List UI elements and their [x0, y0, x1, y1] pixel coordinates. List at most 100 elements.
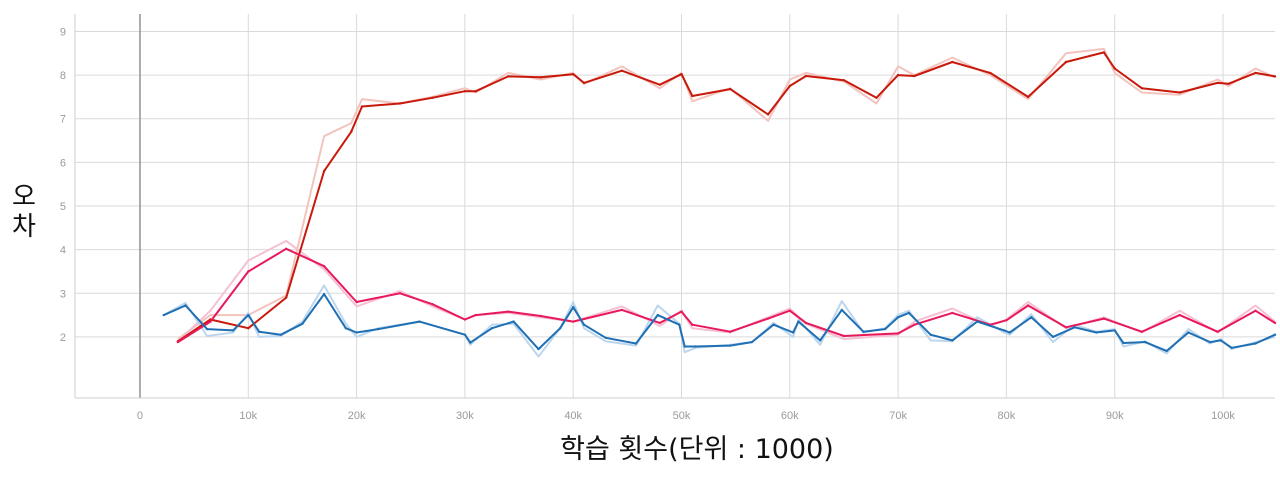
- series-2-point: [683, 345, 686, 348]
- series-0-point: [1273, 75, 1277, 78]
- series-0-point: [1216, 81, 1219, 85]
- series-1-point: [620, 308, 624, 312]
- series-1-point: [766, 317, 770, 320]
- series-0-line: [177, 51, 1276, 343]
- x-axis-label: 학습 횟수(단위 : 1000): [560, 434, 834, 465]
- series-2-point: [355, 331, 358, 334]
- series-2-point: [1113, 329, 1116, 332]
- series-1-point: [1216, 330, 1219, 333]
- series-1-point: [951, 311, 954, 315]
- series-1-point: [322, 265, 326, 268]
- series-0-point: [1227, 82, 1230, 86]
- series-1-raw-line: [177, 239, 1276, 343]
- series-2-point: [1187, 331, 1190, 334]
- series-1-point: [804, 321, 808, 325]
- series-1-point: [1005, 319, 1008, 322]
- y-tick-label: 7: [60, 114, 66, 126]
- series-1-point: [1140, 330, 1144, 333]
- series-1-point: [1102, 317, 1106, 320]
- series-2-point: [1165, 349, 1168, 353]
- series-0-point: [842, 79, 846, 82]
- y-tick-label: 4: [60, 245, 66, 257]
- x-tick-label: 0: [137, 410, 143, 422]
- series-2-point: [694, 345, 697, 348]
- series-1-point: [507, 310, 510, 313]
- series-1-point: [680, 310, 683, 313]
- series-2-point: [344, 327, 347, 330]
- series-2-point: [883, 327, 887, 331]
- series-2-line: [163, 293, 1276, 352]
- series-0-point: [804, 74, 808, 78]
- series-2-point: [750, 340, 754, 344]
- series-2-point: [231, 329, 235, 332]
- series-2-point: [656, 313, 659, 317]
- series-2-point: [205, 327, 209, 331]
- series-2-point: [257, 330, 261, 333]
- series-2-point: [1073, 326, 1076, 329]
- x-tick-label: 90k: [1106, 410, 1124, 422]
- series-2-point: [322, 292, 326, 296]
- series-1-point: [788, 309, 791, 312]
- series-2-point: [418, 320, 421, 323]
- series-1-point: [572, 320, 575, 323]
- y-tick-label: 5: [60, 201, 66, 213]
- x-tick-label: 80k: [998, 410, 1016, 422]
- series-2-point: [907, 311, 911, 315]
- series-2-point: [301, 322, 304, 325]
- series-0-point: [729, 87, 732, 91]
- series-1-point: [209, 320, 212, 323]
- series-1-point: [729, 330, 732, 333]
- series-0-point: [572, 73, 575, 76]
- series-0-point: [398, 102, 402, 105]
- series-0-point: [951, 60, 954, 64]
- series-0-point: [350, 130, 353, 133]
- series-2-point: [976, 320, 979, 323]
- x-tick-label: 60k: [781, 410, 799, 422]
- series-2-point: [1143, 340, 1147, 344]
- series-2-point: [1254, 342, 1257, 345]
- series-2-point: [1219, 339, 1223, 342]
- series-2-point: [1208, 340, 1212, 344]
- series-2-point: [1008, 331, 1011, 334]
- y-tick-label: 3: [60, 288, 66, 300]
- series-1-point: [398, 292, 402, 295]
- series-1-point: [913, 323, 916, 326]
- series-2-point: [791, 331, 795, 334]
- series-0-point: [875, 96, 878, 100]
- series-2-point: [678, 323, 681, 326]
- series-0-point: [1254, 71, 1257, 75]
- grid: [74, 14, 1275, 399]
- series-0-point: [766, 113, 770, 116]
- series-2-point: [1095, 331, 1098, 334]
- series-2-point: [772, 323, 775, 326]
- series-1-point: [176, 340, 180, 344]
- x-tick-label: 10k: [239, 410, 257, 422]
- series-1-point: [842, 334, 846, 338]
- series-2-point: [929, 333, 932, 336]
- series-0-point: [539, 76, 542, 79]
- series-1-point: [431, 303, 434, 306]
- x-tick-label: 40k: [564, 410, 582, 422]
- series-2-point: [279, 333, 282, 336]
- series-2-point: [818, 339, 822, 342]
- series-0-point: [1026, 95, 1030, 99]
- series-0-point: [582, 81, 586, 85]
- series-0-point: [658, 83, 661, 86]
- series-2-point: [490, 327, 494, 330]
- series-2-point: [951, 339, 954, 342]
- series-1-point: [539, 314, 542, 318]
- series-0-point: [913, 74, 916, 78]
- y-tick-label: 9: [60, 26, 66, 38]
- series-0-point: [247, 327, 250, 330]
- series-0-point: [1064, 60, 1068, 64]
- series-0-point: [463, 90, 467, 93]
- series-1-point: [896, 332, 900, 335]
- series-2-point: [840, 308, 843, 312]
- series-0-point: [507, 75, 510, 78]
- series-2-point: [469, 341, 472, 344]
- series-0-point: [360, 105, 364, 108]
- series-1-point: [1026, 304, 1030, 307]
- series-1-point: [1254, 309, 1257, 312]
